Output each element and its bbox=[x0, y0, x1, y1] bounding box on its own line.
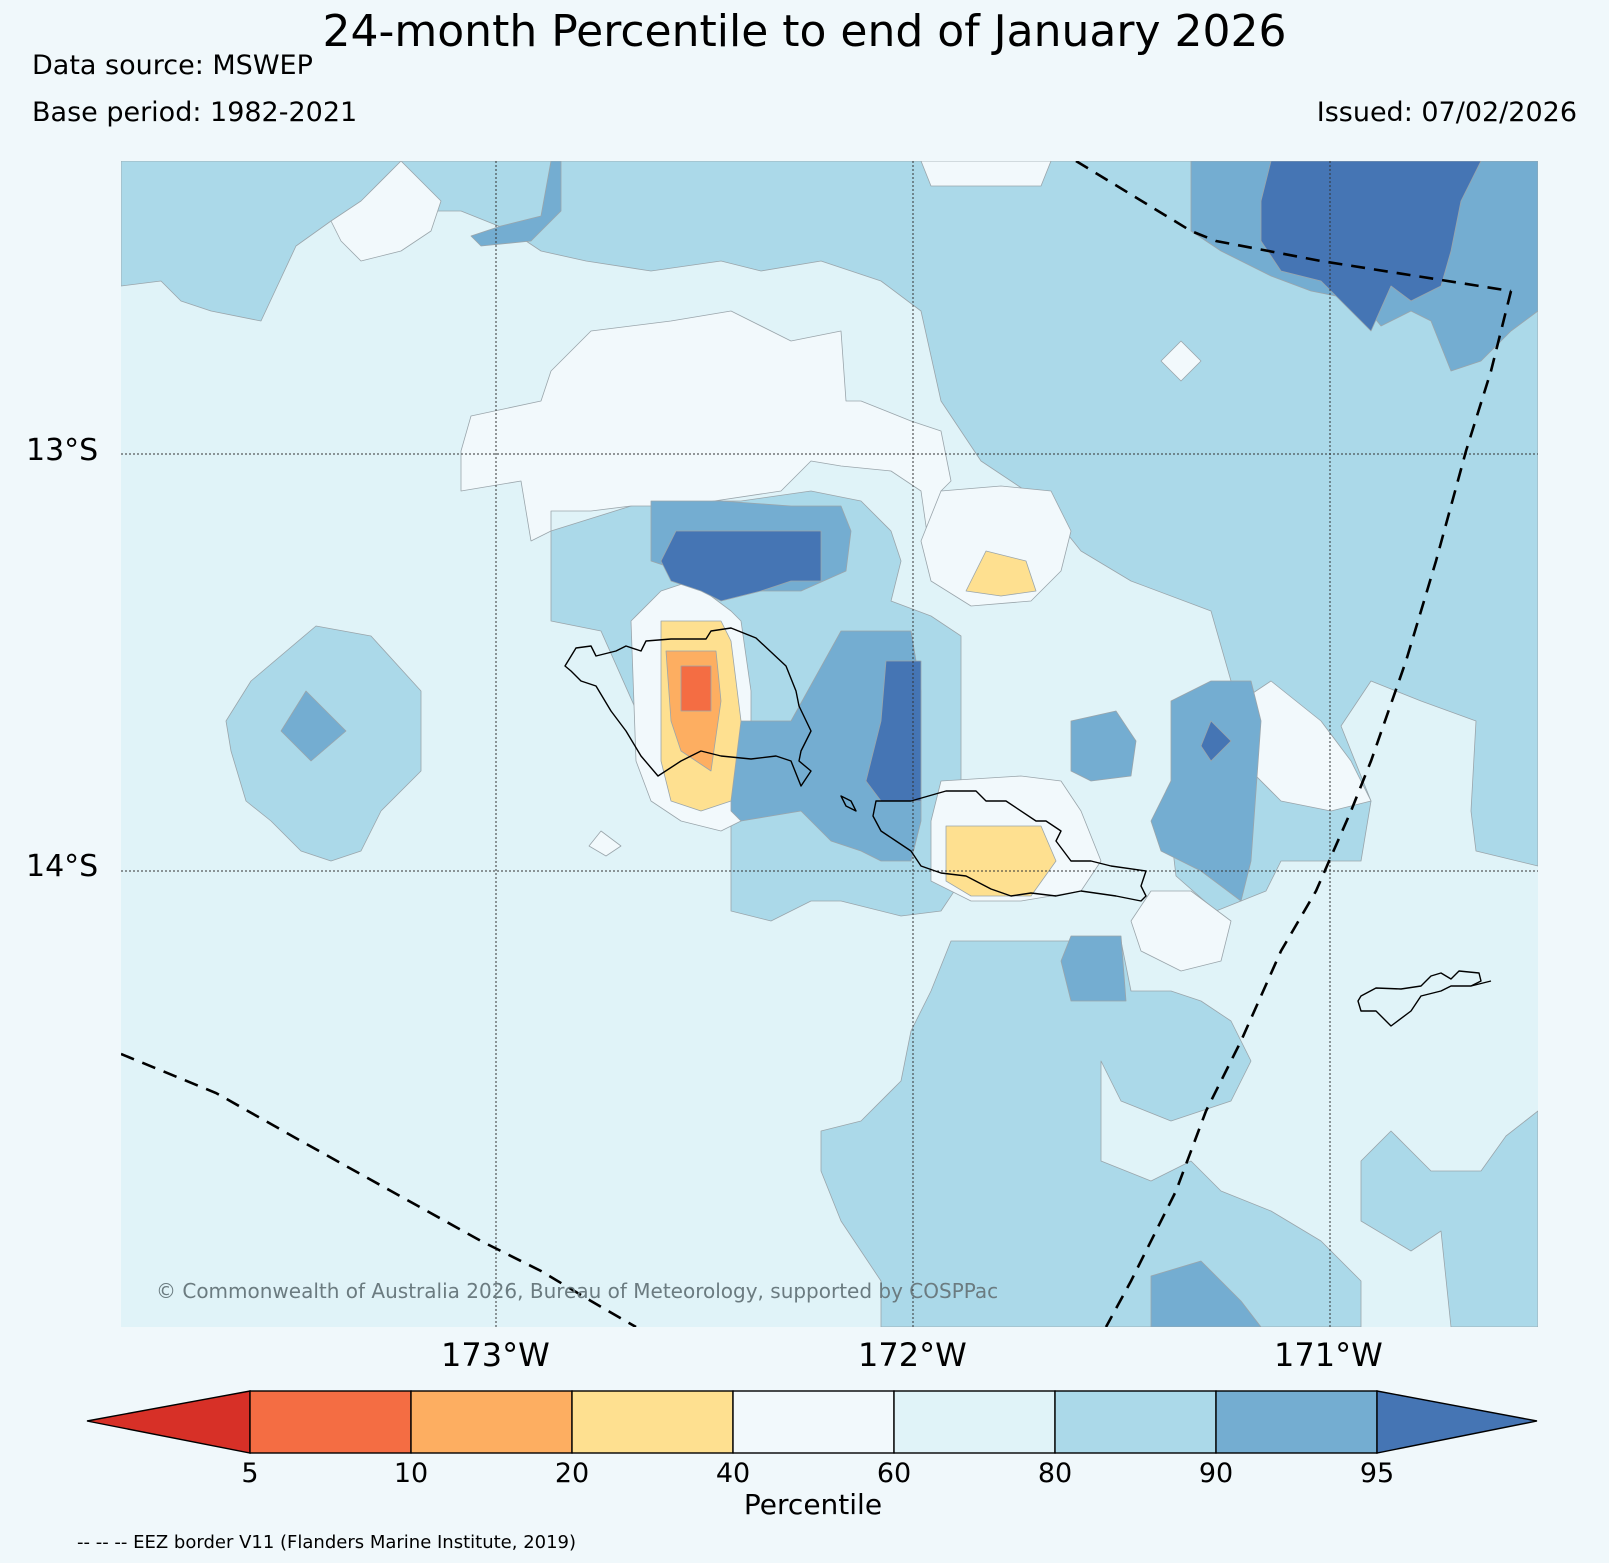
field-40-60-east bbox=[920, 485, 1072, 607]
colorbar-bin-20-40 bbox=[571, 1390, 734, 1454]
colorbar-tick-95: 95 bbox=[1359, 1458, 1395, 1489]
eez-border-note: -- -- -- EEZ border V11 (Flanders Marine… bbox=[77, 1532, 577, 1553]
field-90-95-nw bbox=[470, 161, 562, 247]
coastline-manono bbox=[840, 795, 857, 812]
field-40-60-diamond2 bbox=[588, 830, 622, 857]
field-40-60-top bbox=[920, 161, 1052, 187]
field-gt95-ne bbox=[1260, 161, 1482, 332]
field-20-40-east bbox=[965, 550, 1037, 597]
lon-label-172w: 172°W bbox=[858, 1336, 967, 1374]
colorbar-bin-gt95 bbox=[1376, 1390, 1538, 1454]
field-90-95-west bbox=[280, 690, 347, 762]
field-80-90-south bbox=[820, 940, 1362, 1327]
coastline-tutuila-east bbox=[1470, 980, 1492, 987]
field-gt95-east bbox=[1200, 720, 1232, 762]
colorbar-tick-80: 80 bbox=[1037, 1458, 1073, 1489]
colorbar-bin-90-95 bbox=[1215, 1390, 1378, 1454]
lon-label-171w: 171°W bbox=[1274, 1336, 1383, 1374]
colorbar-bin-40-60 bbox=[732, 1390, 895, 1454]
eez-border-east bbox=[1104, 290, 1513, 1327]
colorbar-tick-5: 5 bbox=[241, 1458, 259, 1489]
colorbar-bin-lt5 bbox=[86, 1390, 251, 1454]
base-period-label: Base period: 1982-2021 bbox=[32, 97, 358, 128]
coastline-tutuila bbox=[1357, 970, 1482, 1027]
colorbar-tick-90: 90 bbox=[1198, 1458, 1234, 1489]
colorbar-label: Percentile bbox=[743, 1488, 883, 1521]
colorbar-bin-10-20 bbox=[410, 1390, 573, 1454]
field-gt95-center-top bbox=[660, 530, 822, 602]
field-90-95-bottom bbox=[1150, 1260, 1262, 1327]
issued-date-label: Issued: 07/02/2026 bbox=[1316, 97, 1577, 128]
coastline-savaii bbox=[564, 627, 812, 787]
colorbar-bin-80-90 bbox=[1054, 1390, 1217, 1454]
chart-title: 24-month Percentile to end of January 20… bbox=[322, 6, 1287, 57]
field-90-95-center bbox=[730, 630, 922, 862]
colorbar-tick-40: 40 bbox=[715, 1458, 751, 1489]
colorbar-tick-60: 60 bbox=[876, 1458, 912, 1489]
colorbar-tick-20: 20 bbox=[554, 1458, 590, 1489]
percentile-map: © Commonwealth of Australia 2026, Bureau… bbox=[121, 161, 1538, 1327]
field-20-40-south bbox=[945, 825, 1057, 897]
field-40-60-north bbox=[330, 161, 442, 262]
field-90-95-east1 bbox=[1070, 710, 1137, 782]
lon-label-173w: 173°W bbox=[441, 1336, 550, 1374]
lat-label-14s: 14°S bbox=[26, 849, 99, 884]
field-90-95-east2 bbox=[1150, 680, 1262, 902]
field-40-60-se bbox=[1130, 890, 1232, 972]
lat-label-13s: 13°S bbox=[26, 433, 99, 468]
field-90-95-south bbox=[1060, 935, 1127, 1002]
field-40-60-diamond1 bbox=[1160, 340, 1202, 382]
colorbar bbox=[86, 1390, 1538, 1454]
data-source-label: Data source: MSWEP bbox=[32, 50, 313, 81]
copyright-text: © Commonwealth of Australia 2026, Bureau… bbox=[156, 1279, 998, 1303]
eez-border-southwest bbox=[121, 1052, 637, 1327]
field-5-10 bbox=[680, 665, 712, 712]
field-80-90-southeast bbox=[1360, 1110, 1538, 1327]
colorbar-tick-10: 10 bbox=[393, 1458, 429, 1489]
eez-border-north bbox=[1075, 161, 1512, 293]
colorbar-bin-60-80 bbox=[893, 1390, 1056, 1454]
colorbar-bin-5-10 bbox=[249, 1390, 412, 1454]
coastline-upolu bbox=[872, 790, 1147, 902]
